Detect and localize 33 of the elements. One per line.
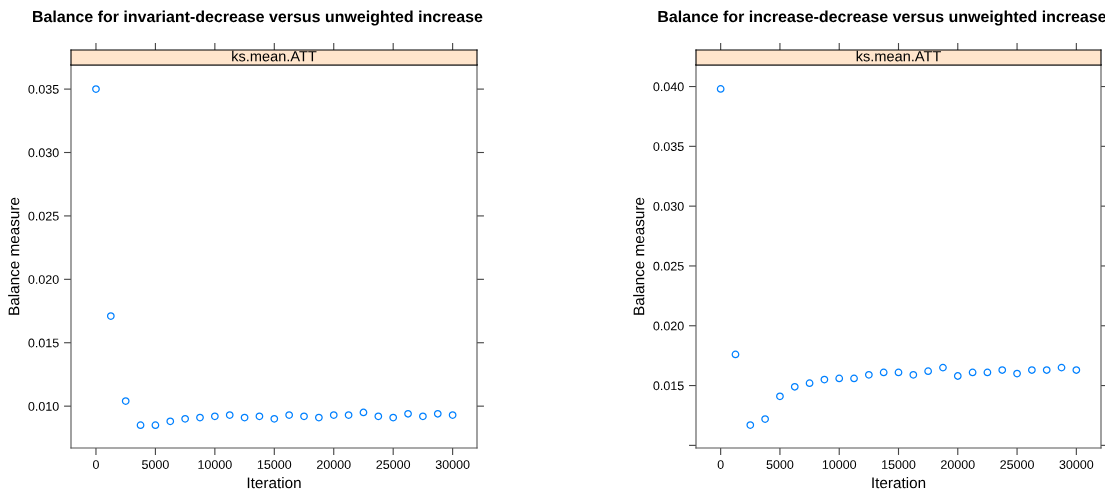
x-tick-label: 15000: [257, 460, 292, 469]
y-tick-label: 0.020: [28, 275, 59, 284]
x-tick-label: 20000: [941, 460, 975, 469]
chart-subtitle: ks.mean.ATT: [856, 50, 941, 62]
y-tick-label: 0.010: [28, 401, 59, 411]
y-tick-label: 0.040: [653, 82, 684, 92]
y-tick-label: 0.020: [653, 321, 684, 331]
y-tick-label: 0.035: [28, 84, 59, 94]
x-axis-title: Iteration: [247, 477, 301, 489]
x-tick-label: 10000: [822, 460, 857, 469]
y-tick-label: 0.015: [28, 338, 59, 348]
y-tick-label: 0.030: [28, 148, 59, 158]
y-axis-title: Balance measure: [633, 197, 645, 315]
chart-title: Balance for invariant-decrease versus unweighted increase: [33, 10, 483, 26]
x-tick-label: 20000: [316, 460, 351, 469]
y-tick-label: 0.035: [653, 142, 684, 151]
x-tick-label: 15000: [882, 460, 916, 469]
x-tick-label: 5000: [142, 460, 169, 469]
x-tick-label: 30000: [1059, 460, 1094, 469]
y-tick-label: 0.025: [653, 261, 684, 271]
x-tick-label: 10000: [198, 460, 232, 469]
y-axis-title: Balance measure: [8, 197, 20, 315]
x-tick-label: 0: [717, 460, 724, 469]
x-tick-label: 5000: [766, 460, 794, 469]
x-tick-label: 0: [92, 460, 99, 469]
y-tick-label: 0.025: [28, 211, 59, 221]
x-tick-label: 25000: [1000, 460, 1034, 469]
y-tick-label: 0.015: [653, 381, 684, 391]
x-tick-label: 30000: [435, 460, 470, 469]
x-axis-title: Iteration: [872, 477, 926, 489]
y-tick-label: 0.030: [653, 201, 684, 211]
chart-subtitle: ks.mean.ATT: [232, 50, 317, 62]
x-tick-label: 25000: [376, 460, 411, 469]
